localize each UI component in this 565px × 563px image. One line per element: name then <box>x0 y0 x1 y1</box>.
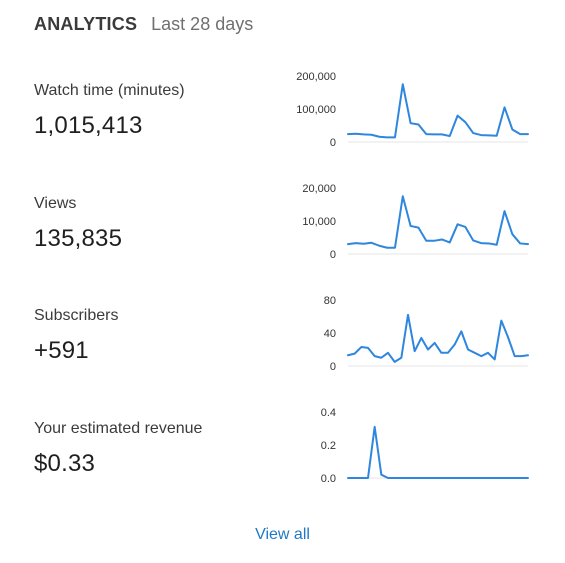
sparkline-series <box>347 83 529 139</box>
metric-label: Subscribers <box>34 307 119 324</box>
metric-watch-time: Watch time (minutes) 1,015,413 <box>0 0 565 139</box>
analytics-header: ANALYTICS Last 28 days <box>34 14 253 38</box>
y-tick-label: 10,000 <box>302 216 336 228</box>
metric-revenue: Your estimated revenue $0.33 <box>0 0 565 477</box>
metric-value: $0.33 <box>34 450 96 477</box>
y-tick-label: 100,000 <box>296 104 336 116</box>
y-tick-label: 0 <box>330 249 336 260</box>
metric-label: Views <box>34 195 77 212</box>
metric-views: Views 135,835 <box>0 0 565 252</box>
metric-label: Watch time (minutes) <box>34 82 185 99</box>
metric-subscribers: Subscribers +591 <box>0 0 565 364</box>
y-tick-label: 40 <box>324 328 336 340</box>
watch-time-sparkline: 0 100,000 200,000 <box>296 71 529 148</box>
sparkline-series <box>347 195 529 249</box>
y-tick-label: 20,000 <box>302 183 336 195</box>
view-all-link[interactable]: View all <box>255 526 310 543</box>
sparkline-series <box>347 313 529 363</box>
y-tick-label: 0 <box>330 137 336 148</box>
y-tick-label: 80 <box>324 295 336 307</box>
date-range: Last 28 days <box>151 14 254 34</box>
y-tick-label: 0.0 <box>321 473 336 484</box>
metric-value: 1,015,413 <box>34 112 143 139</box>
metric-value: 135,835 <box>34 225 123 252</box>
y-tick-label: 0.4 <box>321 407 336 419</box>
section-title: ANALYTICS <box>34 14 138 34</box>
y-tick-label: 0 <box>330 361 336 372</box>
y-tick-label: 200,000 <box>296 71 336 83</box>
revenue-sparkline: 0.0 0.2 0.4 <box>321 407 529 484</box>
sparkline-series <box>347 425 529 479</box>
metric-value: +591 <box>34 337 89 364</box>
metric-label: Your estimated revenue <box>34 420 203 437</box>
subscribers-sparkline: 0 40 80 <box>324 295 529 372</box>
views-sparkline: 0 10,000 20,000 <box>302 183 529 260</box>
y-tick-label: 0.2 <box>321 440 336 452</box>
